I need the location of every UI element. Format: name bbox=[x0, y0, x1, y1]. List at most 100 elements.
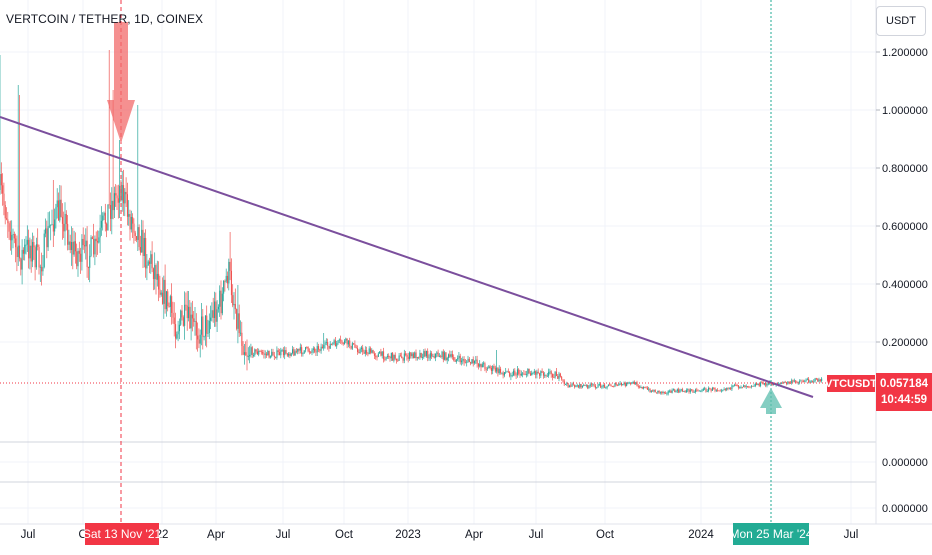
candle-body bbox=[501, 372, 503, 374]
candle-body bbox=[46, 228, 48, 248]
time-tick-label: Jul bbox=[844, 529, 859, 541]
candle-body bbox=[782, 382, 784, 384]
candle-body bbox=[598, 384, 600, 385]
candle-body bbox=[74, 241, 76, 252]
candle-body bbox=[388, 355, 390, 358]
candle-body bbox=[437, 352, 439, 357]
candle-body bbox=[806, 378, 808, 380]
candle-body bbox=[233, 303, 235, 306]
candle-body bbox=[98, 237, 100, 243]
candle-body bbox=[579, 384, 581, 388]
candle-body bbox=[423, 351, 425, 358]
candle-body bbox=[95, 238, 97, 242]
candle-body bbox=[214, 301, 216, 319]
candle-body bbox=[219, 290, 221, 307]
candle-body bbox=[765, 383, 767, 386]
candle-body bbox=[60, 199, 62, 217]
candle-body bbox=[384, 359, 386, 361]
candle-body bbox=[633, 381, 635, 385]
candle-body bbox=[520, 373, 522, 376]
candle-body bbox=[475, 359, 477, 361]
candle-body bbox=[594, 385, 596, 388]
candle-body bbox=[72, 241, 74, 255]
candle-body bbox=[810, 380, 812, 382]
candle-body bbox=[308, 351, 310, 353]
candle-body bbox=[542, 372, 544, 376]
candle-body bbox=[643, 386, 645, 389]
candle-body bbox=[412, 353, 414, 359]
candle-body bbox=[637, 386, 639, 387]
candle-body bbox=[372, 350, 374, 354]
time-tick-label: Oct bbox=[335, 529, 354, 541]
candle-body bbox=[683, 391, 685, 393]
candle-body bbox=[659, 391, 661, 393]
candle-body bbox=[463, 359, 465, 363]
up-arrow[interactable] bbox=[760, 388, 782, 414]
candle-body bbox=[383, 351, 385, 360]
candle-body bbox=[487, 368, 489, 370]
candle-body bbox=[305, 347, 307, 351]
candle-body bbox=[740, 386, 742, 388]
candle-body bbox=[238, 313, 240, 334]
candle-body bbox=[410, 352, 412, 357]
candle-body bbox=[251, 347, 253, 356]
candle-body bbox=[107, 204, 109, 231]
candle-body bbox=[462, 359, 464, 361]
currency-button[interactable]: USDT bbox=[876, 6, 926, 36]
candle-body bbox=[632, 381, 634, 383]
candle-body bbox=[505, 371, 507, 373]
candle-body bbox=[329, 343, 331, 349]
candle-body bbox=[409, 352, 411, 359]
candle-body bbox=[202, 316, 204, 337]
candle-body bbox=[476, 359, 478, 364]
candle-body bbox=[750, 385, 752, 387]
candle-body bbox=[626, 382, 628, 386]
candle-body bbox=[728, 387, 730, 389]
candle-body bbox=[182, 317, 184, 326]
candle-body bbox=[576, 385, 578, 387]
candle-body bbox=[212, 310, 214, 319]
candle-body bbox=[808, 378, 810, 383]
candle-body bbox=[743, 385, 745, 388]
candle-body bbox=[737, 385, 739, 388]
candle-body bbox=[578, 385, 580, 388]
candle-body bbox=[55, 207, 57, 220]
candle-body bbox=[360, 347, 362, 350]
candle-body bbox=[812, 380, 814, 382]
candle-body bbox=[572, 383, 574, 385]
candle-body bbox=[327, 342, 329, 346]
candle-body bbox=[152, 268, 154, 280]
candle-body bbox=[318, 346, 320, 350]
candle-body bbox=[275, 356, 277, 358]
candle-body bbox=[134, 232, 136, 237]
candle-body bbox=[454, 360, 456, 362]
candle-body bbox=[123, 185, 125, 204]
candle-body bbox=[680, 389, 682, 391]
candle-body bbox=[618, 384, 620, 386]
candle-body bbox=[319, 349, 321, 351]
candle-body bbox=[819, 379, 821, 381]
candle-body bbox=[597, 384, 599, 388]
candle-body bbox=[748, 386, 750, 388]
candle-body bbox=[497, 367, 499, 374]
candle-body bbox=[671, 390, 673, 393]
candle-body bbox=[33, 242, 35, 248]
candle-body bbox=[211, 310, 213, 318]
candle-body bbox=[373, 353, 375, 356]
candle-body bbox=[385, 356, 387, 360]
candle-body bbox=[429, 353, 431, 358]
candle-body bbox=[763, 383, 765, 385]
down-arrow[interactable] bbox=[107, 22, 135, 143]
candle-body bbox=[717, 389, 719, 391]
candle-body bbox=[80, 253, 82, 262]
trendline[interactable] bbox=[0, 116, 814, 398]
candle-body bbox=[112, 200, 114, 211]
candle-body bbox=[548, 371, 550, 376]
candle-body bbox=[264, 353, 266, 355]
candle-body bbox=[193, 318, 195, 322]
candle-body bbox=[284, 350, 286, 356]
candle-body bbox=[279, 351, 281, 356]
candle-body bbox=[416, 357, 418, 359]
